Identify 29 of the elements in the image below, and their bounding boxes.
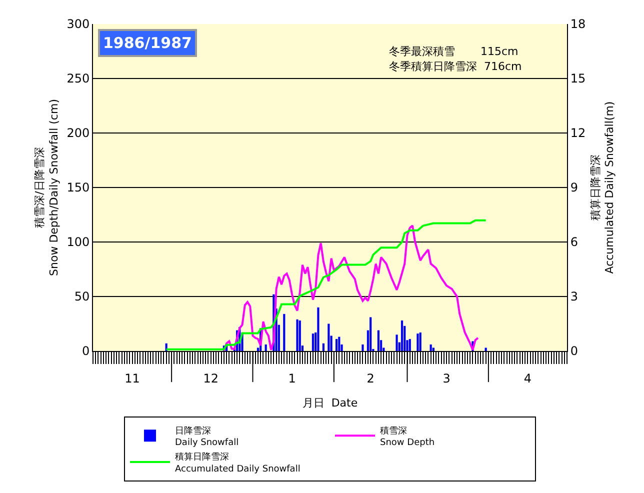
y-tick-label: 300 xyxy=(66,17,90,32)
legend-label: 積算日降雪深 Accumulated Daily Snowfall xyxy=(175,452,300,474)
y2-tick-label: 18 xyxy=(570,17,586,32)
y2-tick-label: 15 xyxy=(570,72,586,86)
x-axis-title: 月日 Date xyxy=(302,396,358,410)
y-tick-label: 150 xyxy=(66,180,90,195)
y2-axis-title: 積算日降雪深 Accumulated Daily Snowfall(m) xyxy=(588,101,616,274)
annotation: 冬季積算日降雪深 716cm xyxy=(389,60,522,73)
annotation: 冬季最深積雪 115cm xyxy=(389,45,518,58)
text: 1986/1987 xyxy=(103,34,192,52)
y-tick-label: 50 xyxy=(74,290,90,304)
legend-label: 日降雪深 Daily Snowfall xyxy=(175,425,239,448)
y2-tick-label: 12 xyxy=(570,126,586,140)
y-axis-title: 積雪深/日降雪深 Snow Depth/Daily Snowfall (cm) xyxy=(33,99,60,276)
x-tick-label: 4 xyxy=(524,371,532,386)
y2-tick-label: 9 xyxy=(570,180,578,195)
y-tick-label: 0 xyxy=(82,344,90,358)
x-tick-label: 12 xyxy=(203,371,218,386)
y-tick-label: 250 xyxy=(66,72,90,86)
x-tick-label: 1 xyxy=(288,371,296,386)
y2-tick-label: 3 xyxy=(570,290,578,304)
x-tick-label: 3 xyxy=(442,371,450,386)
y-tick-label: 200 xyxy=(66,126,90,140)
y-tick-label: 100 xyxy=(66,235,90,250)
legend-label: 積雪深 Snow Depth xyxy=(380,425,435,448)
y2-tick-label: 0 xyxy=(570,344,578,358)
x-tick-label: 11 xyxy=(124,371,140,386)
y2-tick-label: 6 xyxy=(570,235,578,250)
x-tick-label: 2 xyxy=(366,371,374,386)
